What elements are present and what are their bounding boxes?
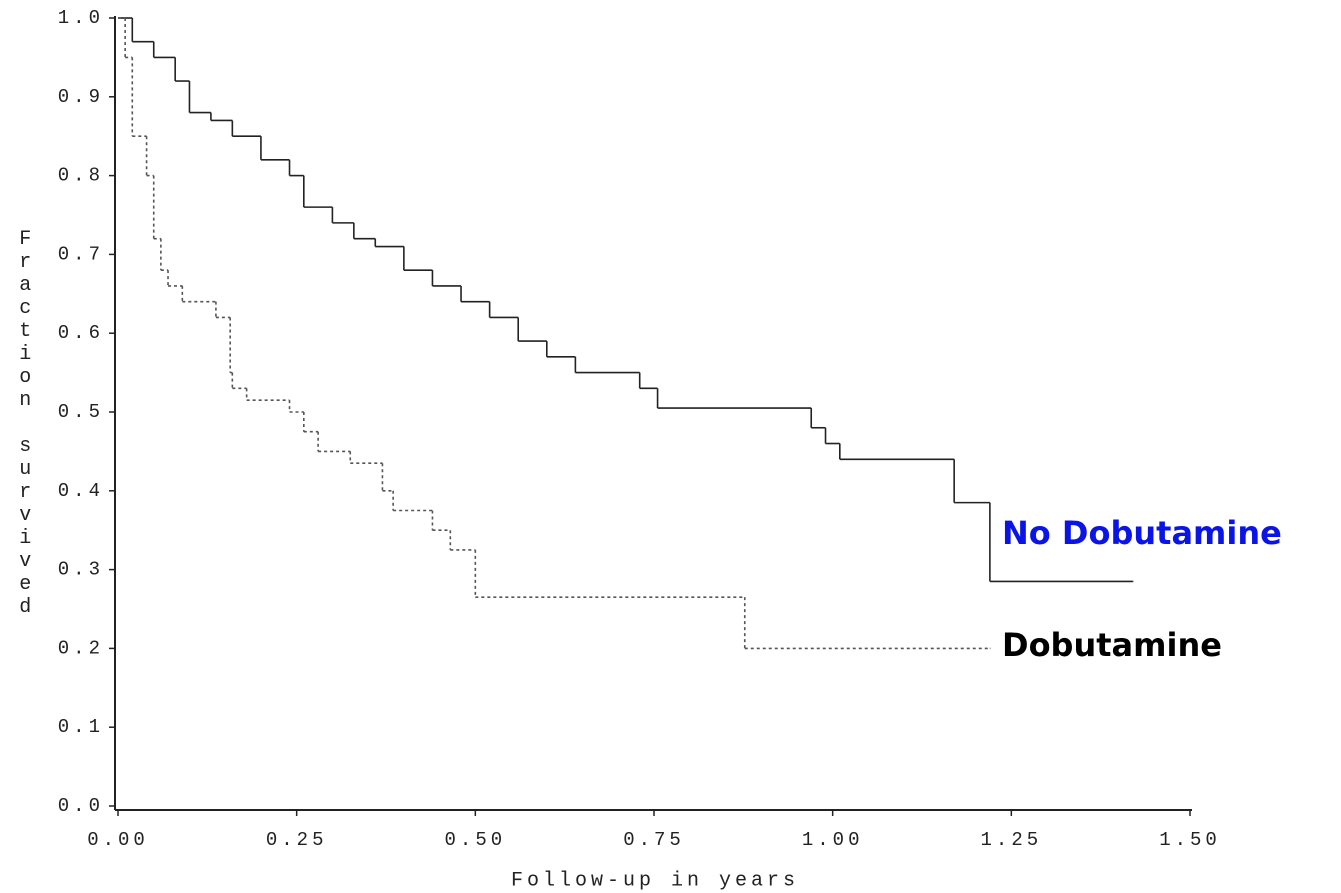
x-tick-label: 0.00: [87, 829, 149, 851]
x-axis-title: Follow-up in years: [511, 869, 799, 892]
x-tick-label: 1.00: [802, 829, 864, 851]
y-tick-label: 1.0: [58, 7, 104, 29]
y-tick-label: 0.3: [58, 559, 104, 581]
x-tick-label: 0.75: [623, 829, 685, 851]
y-axis-title: Fraction survived: [14, 228, 37, 619]
y-tick-label: 0.2: [58, 637, 104, 659]
y-tick-label: 0.8: [58, 165, 104, 187]
y-tick-label: 0.9: [58, 86, 104, 108]
x-tick-label: 1.25: [981, 829, 1043, 851]
y-tick-label: 0.7: [58, 243, 104, 265]
series-label: No Dobutamine: [1002, 514, 1282, 552]
y-tick-label: 0.0: [58, 795, 104, 817]
y-tick-label: 0.5: [58, 401, 104, 423]
x-tick-label: 0.50: [445, 829, 507, 851]
x-tick-label: 1.50: [1159, 829, 1221, 851]
y-tick-label: 0.6: [58, 322, 104, 344]
y-tick-label: 0.4: [58, 480, 104, 502]
x-tick-label: 0.25: [266, 829, 328, 851]
series-label: Dobutamine: [1002, 626, 1222, 664]
y-tick-label: 0.1: [58, 716, 104, 738]
